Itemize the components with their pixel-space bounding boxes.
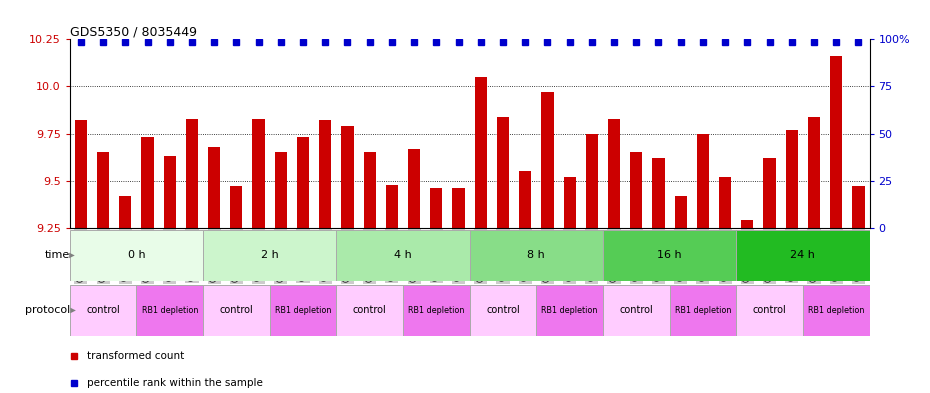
Bar <box>337 285 403 336</box>
Bar <box>408 149 420 228</box>
Bar <box>141 138 153 228</box>
Bar <box>519 171 531 228</box>
Bar <box>274 152 287 228</box>
Text: 0 h: 0 h <box>127 250 145 261</box>
Bar <box>564 177 576 228</box>
Text: 8 h: 8 h <box>527 250 545 261</box>
Text: time: time <box>45 250 70 261</box>
Text: RB1 depletion: RB1 depletion <box>675 306 731 315</box>
Bar <box>652 158 665 228</box>
Bar <box>697 134 709 228</box>
Bar <box>341 126 353 228</box>
Bar <box>431 188 443 228</box>
Bar <box>270 285 337 336</box>
Bar <box>719 177 731 228</box>
Bar <box>674 196 687 228</box>
Text: RB1 depletion: RB1 depletion <box>141 306 198 315</box>
Text: RB1 depletion: RB1 depletion <box>275 306 331 315</box>
Bar <box>337 230 470 281</box>
Text: GDS5350 / 8035449: GDS5350 / 8035449 <box>70 25 197 38</box>
Bar <box>119 196 131 228</box>
Text: percentile rank within the sample: percentile rank within the sample <box>87 378 263 388</box>
Text: 16 h: 16 h <box>658 250 682 261</box>
Bar <box>608 119 620 228</box>
Bar <box>670 285 737 336</box>
Text: control: control <box>352 305 387 316</box>
Bar <box>764 158 776 228</box>
Bar <box>297 138 309 228</box>
Bar <box>203 230 337 281</box>
Text: protocol: protocol <box>24 305 70 316</box>
Bar <box>803 285 870 336</box>
Text: 24 h: 24 h <box>790 250 816 261</box>
Bar <box>74 120 87 228</box>
Bar <box>386 185 398 228</box>
Bar <box>470 285 537 336</box>
Bar <box>231 186 243 228</box>
Bar <box>497 117 509 228</box>
Bar <box>164 156 176 228</box>
Bar <box>474 77 487 228</box>
Bar <box>208 147 220 228</box>
Bar <box>137 285 203 336</box>
Bar <box>737 285 803 336</box>
Bar <box>203 285 270 336</box>
Bar <box>737 230 870 281</box>
Text: RB1 depletion: RB1 depletion <box>408 306 464 315</box>
Bar <box>741 220 753 228</box>
Bar <box>470 230 603 281</box>
Text: control: control <box>86 305 120 316</box>
Text: transformed count: transformed count <box>87 351 184 361</box>
Text: control: control <box>752 305 787 316</box>
Bar <box>603 285 670 336</box>
Text: control: control <box>486 305 520 316</box>
Bar <box>541 92 553 228</box>
Bar <box>364 152 376 228</box>
Text: control: control <box>219 305 253 316</box>
Text: control: control <box>619 305 653 316</box>
Bar <box>70 230 203 281</box>
Bar <box>97 152 109 228</box>
Bar <box>452 188 465 228</box>
Bar <box>786 130 798 228</box>
Bar <box>186 119 198 228</box>
Bar <box>603 230 737 281</box>
Bar <box>808 117 820 228</box>
Bar <box>252 119 265 228</box>
Bar <box>830 56 843 228</box>
Bar <box>631 152 643 228</box>
Bar <box>852 186 865 228</box>
Bar <box>403 285 470 336</box>
Bar <box>586 134 598 228</box>
Bar <box>70 285 137 336</box>
Bar <box>319 120 331 228</box>
Text: RB1 depletion: RB1 depletion <box>541 306 598 315</box>
Bar <box>537 285 603 336</box>
Text: 2 h: 2 h <box>260 250 279 261</box>
Text: 4 h: 4 h <box>394 250 412 261</box>
Text: RB1 depletion: RB1 depletion <box>808 306 864 315</box>
